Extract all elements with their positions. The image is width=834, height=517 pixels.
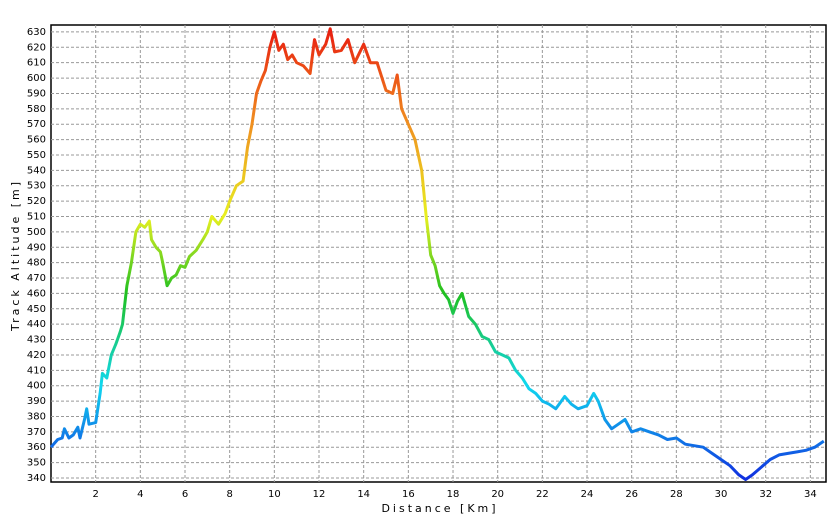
y-tick-label: 450 <box>27 304 46 315</box>
y-tick-label: 460 <box>27 288 46 299</box>
x-tick-label: 4 <box>137 489 143 500</box>
y-tick-label: 340 <box>27 473 46 484</box>
y-tick-label: 410 <box>27 365 46 376</box>
x-tick-label: 22 <box>536 489 549 500</box>
y-tick-label: 390 <box>27 396 46 407</box>
y-tick-label: 350 <box>27 458 46 469</box>
y-tick-label: 580 <box>27 104 46 115</box>
x-tick-label: 30 <box>715 489 728 500</box>
x-tick-label: 16 <box>402 489 415 500</box>
y-tick-label: 630 <box>27 27 46 38</box>
altitude-line <box>49 27 825 481</box>
x-tick-label: 24 <box>581 489 594 500</box>
x-tick-label: 10 <box>268 489 281 500</box>
y-tick-label: 610 <box>27 58 46 69</box>
y-tick-label: 440 <box>27 319 46 330</box>
y-tick-label: 590 <box>27 88 46 99</box>
y-tick-label: 400 <box>27 381 46 392</box>
y-tick-label: 470 <box>27 273 46 284</box>
plot-area <box>50 24 827 483</box>
y-tick-label: 490 <box>27 242 46 253</box>
y-tick-label: 570 <box>27 119 46 130</box>
x-tick-label: 2 <box>92 489 98 500</box>
x-tick-label: 34 <box>804 489 817 500</box>
x-tick-label: 6 <box>182 489 188 500</box>
x-tick-label: 26 <box>625 489 638 500</box>
y-tick-label: 430 <box>27 335 46 346</box>
y-tick-label: 380 <box>27 411 46 422</box>
x-tick-label: 14 <box>357 489 370 500</box>
y-axis-label: Track Altitude [m] <box>9 179 22 332</box>
y-tick-label: 530 <box>27 181 46 192</box>
y-tick-label: 510 <box>27 212 46 223</box>
y-tick-label: 600 <box>27 73 46 84</box>
y-tick-label: 560 <box>27 135 46 146</box>
x-tick-label: 20 <box>491 489 504 500</box>
y-tick-label: 360 <box>27 442 46 453</box>
x-tick-label: 18 <box>447 489 460 500</box>
y-tick-label: 540 <box>27 165 46 176</box>
x-tick-label: 12 <box>313 489 326 500</box>
x-tick-label: 8 <box>226 489 232 500</box>
y-tick-label: 420 <box>27 350 46 361</box>
y-tick-label: 480 <box>27 258 46 269</box>
y-tick-label: 500 <box>27 227 46 238</box>
y-tick-label: 550 <box>27 150 46 161</box>
y-tick-label: 520 <box>27 196 46 207</box>
y-tick-label: 370 <box>27 427 46 438</box>
x-axis-label: Distance [Km] <box>381 502 498 515</box>
x-tick-label: 32 <box>759 489 772 500</box>
y-tick-label: 620 <box>27 42 46 53</box>
x-tick-label: 28 <box>670 489 683 500</box>
